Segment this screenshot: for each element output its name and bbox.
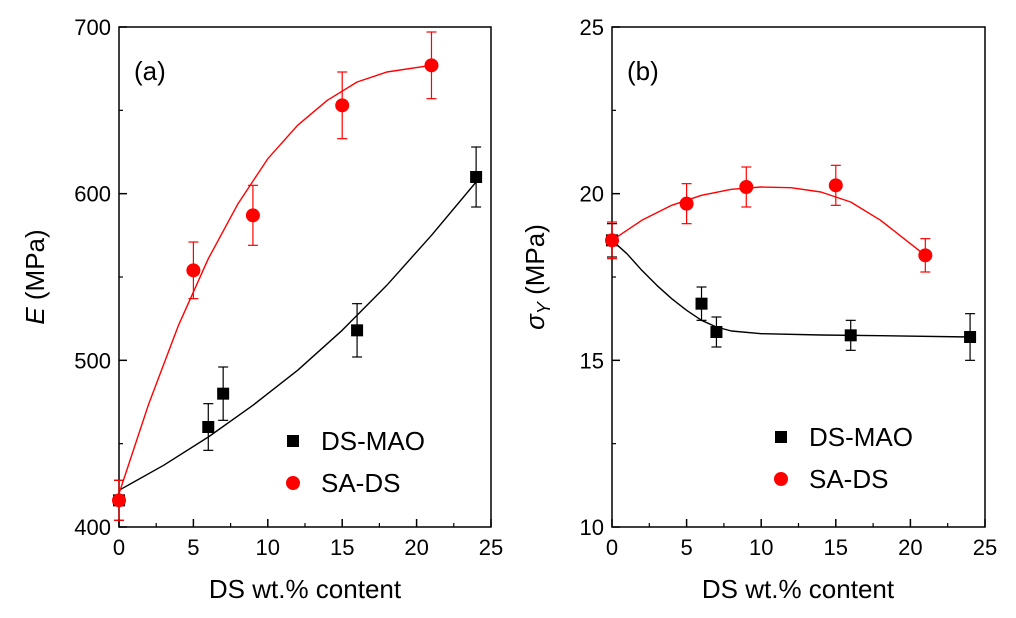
data-point-b-0-1 [695, 297, 708, 310]
plot-frame-b [611, 26, 986, 528]
data-point-b-0-3 [844, 329, 857, 342]
fit-curves-b [611, 186, 971, 338]
data-point-a-0-1 [202, 421, 215, 433]
fit-curve-a-1 [118, 64, 432, 494]
data-points-b [605, 164, 977, 361]
data-point-a-1-0 [112, 493, 126, 508]
y-axis-symbol-b: σ [520, 313, 550, 330]
y-tick-label-a-1: 500 [74, 348, 111, 373]
y-tick-label-b-2: 20 [580, 182, 604, 207]
legend-marker-b-1 [774, 472, 788, 486]
data-point-b-0-2 [710, 326, 723, 338]
legend-label-b-1: SA-DS [809, 464, 888, 494]
y-axis-subscript-b: Y [534, 300, 554, 314]
fit-curves-a [118, 64, 477, 494]
x-tick-label-b-1: 5 [680, 535, 692, 560]
data-point-b-1-4 [918, 248, 933, 263]
legend-marker-a-0 [287, 435, 299, 447]
data-point-b-1-3 [828, 178, 843, 193]
x-tick-label-b-4: 20 [898, 535, 922, 560]
legend-label-a-1: SA-DS [321, 468, 400, 498]
axis-ticks-a: 0 5 10 15 20 25 400 500 600 700 [74, 15, 503, 560]
panel-a: 0 5 10 15 20 25 400 500 600 700 (a) DS wt.% conte… [20, 15, 503, 604]
x-tick-label-b-0: 0 [606, 535, 618, 560]
panel-b: 0 5 10 15 20 25 10 15 20 25 (b) DS wt.% content σ… [520, 15, 997, 604]
data-point-b-1-1 [679, 196, 694, 211]
y-tick-label-a-0: 400 [74, 515, 111, 540]
x-axis-title-b: DS wt.% content [702, 574, 895, 604]
fit-curve-a-0 [118, 181, 477, 491]
x-tick-label-a-0: 0 [113, 535, 125, 560]
data-point-b-1-2 [739, 180, 754, 194]
fit-curve-b-1 [611, 186, 926, 256]
x-axis-title-a: DS wt.% content [209, 574, 402, 604]
x-tick-label-a-4: 20 [404, 535, 428, 560]
legend-marker-b-0 [775, 431, 787, 443]
data-point-a-0-4 [470, 171, 483, 183]
y-axis-symbol-a: E [20, 307, 50, 325]
x-tick-label-a-2: 10 [256, 535, 280, 560]
data-point-a-1-1 [186, 263, 201, 278]
x-tick-label-b-3: 15 [824, 535, 848, 560]
axis-ticks-b: 0 5 10 15 20 25 10 15 20 25 [580, 15, 998, 560]
panel-label-b: (b) [627, 56, 659, 86]
data-point-a-1-3 [335, 98, 350, 113]
y-axis-unit-a: (MPa) [20, 229, 50, 307]
x-tick-label-a-3: 15 [330, 535, 354, 560]
data-point-b-0-4 [964, 331, 977, 343]
fit-curve-b-0 [611, 239, 971, 338]
x-tick-label-b-5: 25 [973, 535, 997, 560]
y-axis-title-a: E (MPa) [20, 229, 50, 324]
data-point-a-0-2 [217, 387, 230, 400]
y-tick-label-b-3: 25 [580, 15, 604, 40]
panel-label-a: (a) [134, 56, 166, 86]
data-point-b-1-0 [605, 233, 619, 248]
legend-b: DS-MAO SA-DS [774, 422, 913, 494]
plot-frame-a [118, 26, 492, 528]
y-tick-label-a-2: 600 [74, 182, 111, 207]
y-axis-title-b: σY (MPa) [520, 224, 554, 330]
legend-label-a-0: DS-MAO [321, 426, 425, 456]
data-point-a-1-2 [245, 208, 260, 223]
x-tick-label-a-5: 25 [479, 535, 503, 560]
x-tick-label-b-2: 10 [749, 535, 773, 560]
y-tick-label-b-1: 15 [580, 348, 604, 373]
legend-label-b-0: DS-MAO [809, 422, 913, 452]
data-point-a-0-3 [351, 324, 364, 337]
legend-marker-a-1 [286, 476, 300, 490]
y-tick-label-b-0: 10 [580, 515, 604, 540]
x-tick-label-a-1: 5 [187, 535, 199, 560]
legend-a: DS-MAO SA-DS [286, 426, 425, 498]
y-axis-unit-b: (MPa) [520, 224, 550, 302]
y-tick-label-a-3: 700 [74, 15, 111, 40]
data-point-a-1-4 [424, 58, 439, 73]
data-points-a [112, 31, 483, 521]
